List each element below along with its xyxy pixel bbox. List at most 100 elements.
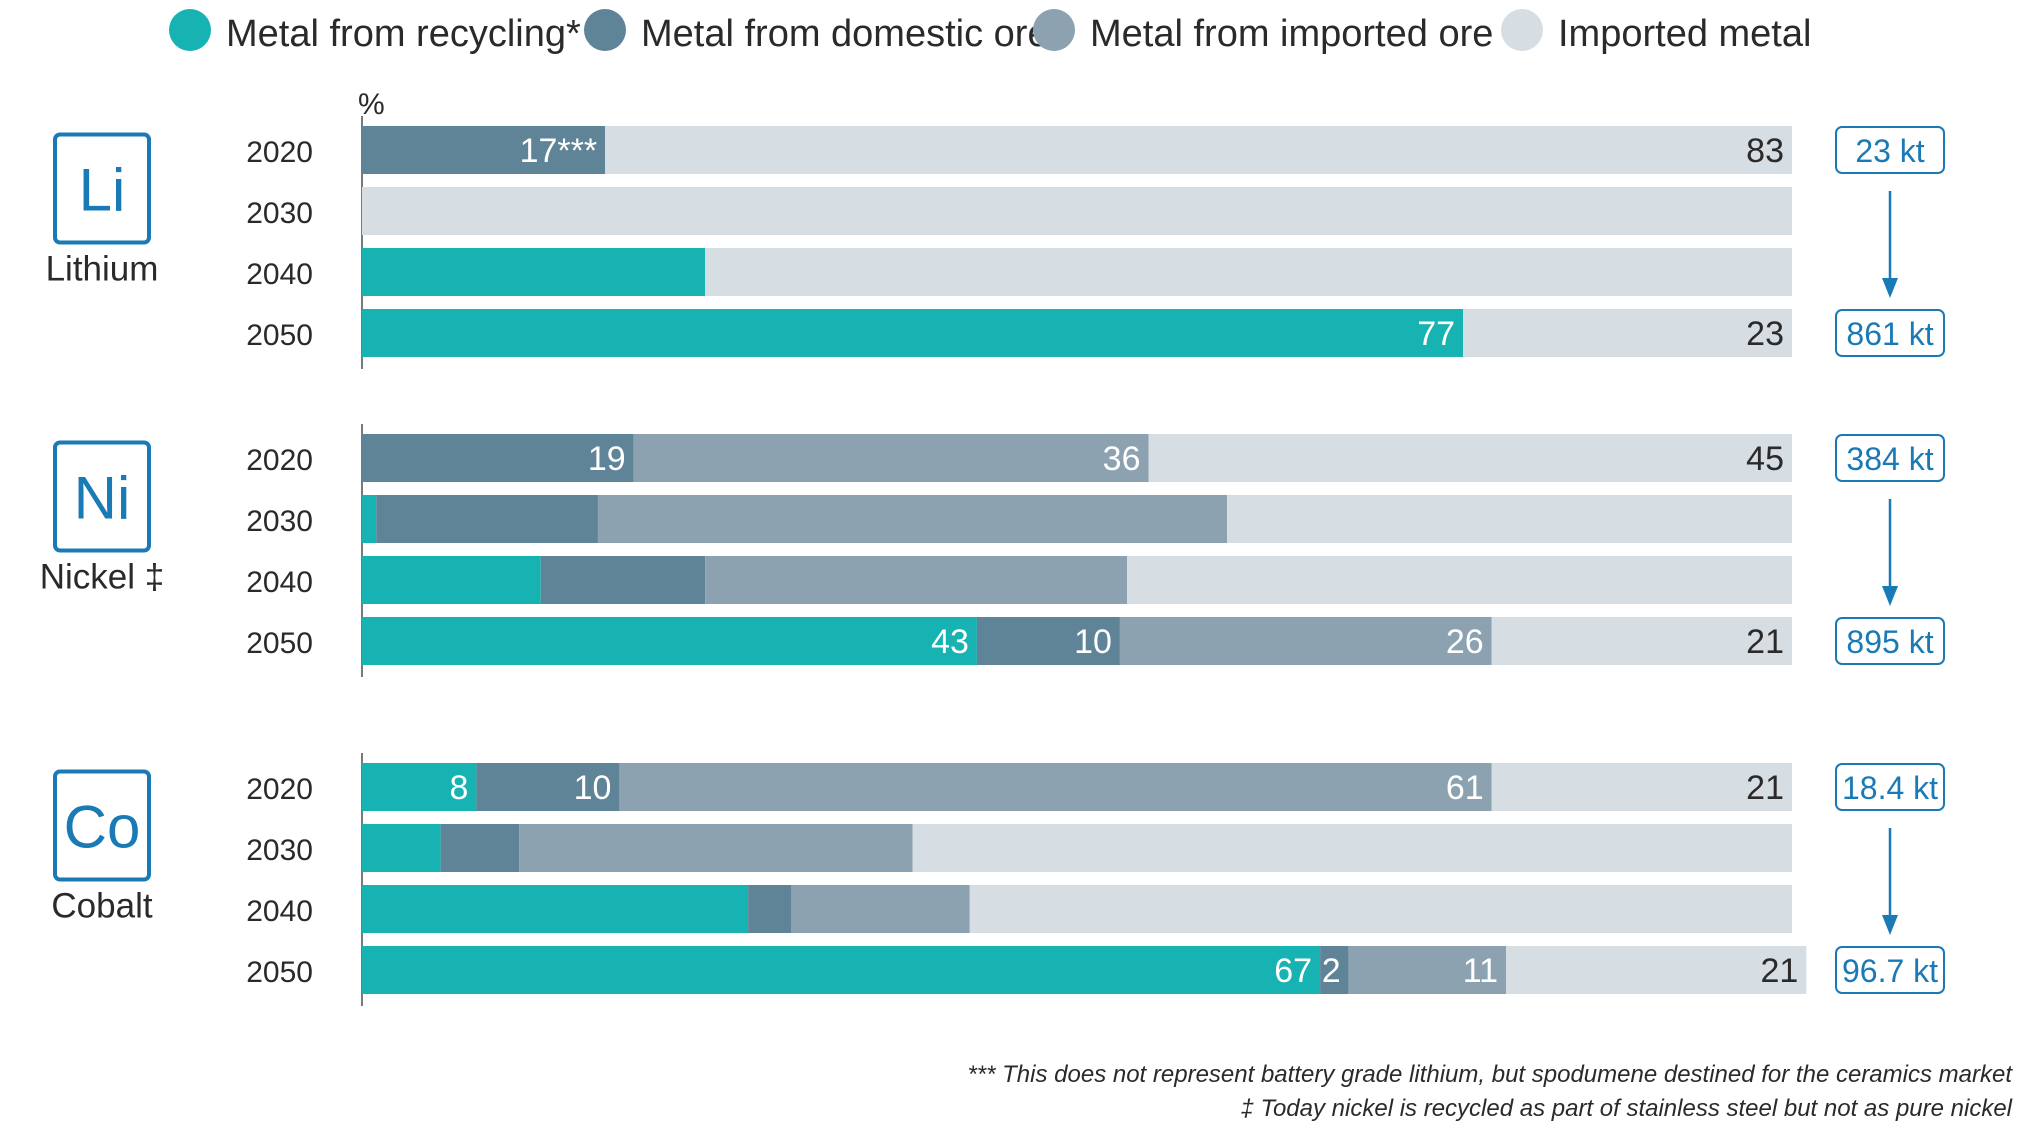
- bar-segment-nickel-2050-imported-metal: [1491, 617, 1792, 665]
- demand-box-start-cobalt: [1835, 763, 1945, 811]
- bar-segment-nickel-2040-recycling: [362, 556, 541, 604]
- year-label-lithium-2040: 2040: [246, 258, 313, 291]
- legend-swatch-imported-ore: [1033, 9, 1075, 51]
- demand-end-nickel: 895 kt: [1846, 624, 1933, 660]
- bar-segment-cobalt-2020-domestic-ore: [476, 763, 620, 811]
- year-label-nickel-2050: 2050: [246, 627, 313, 660]
- element-name-lithium: Lithium: [46, 250, 159, 289]
- element-symbol-lithium: Li: [79, 157, 126, 224]
- bar-segment-nickel-2030-domestic-ore: [376, 495, 598, 543]
- demand-end-lithium: 861 kt: [1846, 316, 1933, 352]
- element-name-nickel: Nickel ‡: [40, 558, 164, 597]
- footnote-1: *** This does not represent battery grad…: [967, 1061, 2013, 1088]
- bar-segment-cobalt-2040-recycling: [362, 885, 749, 933]
- demand-box-start-nickel: [1835, 434, 1945, 482]
- bar-segment-cobalt-2030-recycling: [362, 824, 441, 872]
- bar-segment-nickel-2040-imported-metal: [1127, 556, 1792, 604]
- year-label-cobalt-2040: 2040: [246, 895, 313, 928]
- demand-box-start-lithium: [1835, 126, 1945, 174]
- legend-label-imported-metal: Imported metal: [1558, 13, 1811, 55]
- data-label-nickel-2050-recycling: 43: [931, 623, 969, 661]
- data-label-nickel-2050-imported-ore: 26: [1446, 623, 1484, 661]
- data-label-nickel-2020-imported-ore: 36: [1103, 440, 1141, 478]
- bar-segment-cobalt-2030-domestic-ore: [440, 824, 520, 872]
- data-label-cobalt-2020-imported-ore: 61: [1446, 769, 1484, 807]
- demand-end-cobalt: 96.7 kt: [1842, 953, 1938, 989]
- data-label-lithium-2020-imported-metal: 83: [1746, 132, 1784, 170]
- element-symbol-nickel: Ni: [74, 465, 131, 532]
- bar-segment-cobalt-2050-imported-ore: [1348, 946, 1506, 994]
- year-label-cobalt-2020: 2020: [246, 773, 313, 806]
- bar-segment-nickel-2020-domestic-ore: [362, 434, 634, 482]
- bar-segment-cobalt-2040-domestic-ore: [748, 885, 791, 933]
- data-label-nickel-2020-domestic-ore: 19: [588, 440, 626, 478]
- year-label-cobalt-2050: 2050: [246, 956, 313, 989]
- bar-segment-lithium-2050-recycling: [362, 309, 1464, 357]
- year-label-lithium-2030: 2030: [246, 197, 313, 230]
- bar-segment-cobalt-2050-recycling: [362, 946, 1321, 994]
- bar-segment-lithium-2040-recycling: [362, 248, 706, 296]
- data-label-cobalt-2050-recycling: 67: [1274, 952, 1312, 990]
- data-label-cobalt-2050-imported-metal: 21: [1760, 952, 1798, 990]
- legend-swatch-imported-metal: [1501, 9, 1543, 51]
- demand-arrowhead-cobalt: [1882, 915, 1898, 935]
- year-label-nickel-2040: 2040: [246, 566, 313, 599]
- bar-segment-nickel-2050-imported-ore: [1119, 617, 1492, 665]
- demand-start-nickel: 384 kt: [1846, 441, 1933, 477]
- data-label-cobalt-2020-recycling: 8: [449, 769, 468, 807]
- bar-segment-lithium-2040-imported-metal: [705, 248, 1793, 296]
- bar-segment-cobalt-2040-imported-metal: [969, 885, 1792, 933]
- bar-segment-lithium-2030-imported-metal: [362, 187, 1792, 235]
- data-label-nickel-2020-imported-metal: 45: [1746, 440, 1784, 478]
- year-label-nickel-2030: 2030: [246, 505, 313, 538]
- element-symbol-box-lithium: [53, 132, 151, 245]
- bar-segment-nickel-2030-imported-ore: [597, 495, 1228, 543]
- bar-segment-nickel-2040-imported-ore: [705, 556, 1128, 604]
- demand-arrowhead-nickel: [1882, 586, 1898, 606]
- bar-segment-nickel-2030-recycling: [362, 495, 377, 543]
- footnote-2: ‡ Today nickel is recycled as part of st…: [1240, 1095, 2012, 1122]
- data-label-lithium-2050-imported-metal: 23: [1746, 315, 1784, 353]
- bar-segment-cobalt-2030-imported-ore: [519, 824, 913, 872]
- demand-box-end-lithium: [1835, 309, 1945, 357]
- bar-segment-lithium-2050-imported-metal: [1463, 309, 1792, 357]
- legend-label-recycling: Metal from recycling*: [226, 13, 581, 55]
- bar-segment-cobalt-2050-imported-metal: [1506, 946, 1807, 994]
- data-label-nickel-2050-imported-metal: 21: [1746, 623, 1784, 661]
- bar-segment-cobalt-2020-imported-ore: [619, 763, 1492, 811]
- data-label-cobalt-2050-domestic-ore: 2: [1322, 952, 1341, 990]
- element-symbol-cobalt: Co: [64, 794, 141, 861]
- data-label-nickel-2050-domestic-ore: 10: [1074, 623, 1112, 661]
- year-label-nickel-2020: 2020: [246, 444, 313, 477]
- bar-segment-nickel-2040-domestic-ore: [540, 556, 706, 604]
- bar-segment-nickel-2050-domestic-ore: [976, 617, 1120, 665]
- bar-segment-cobalt-2020-imported-metal: [1491, 763, 1792, 811]
- bar-segment-lithium-2020-imported-metal: [605, 126, 1792, 174]
- year-label-lithium-2020: 2020: [246, 136, 313, 169]
- data-label-cobalt-2020-imported-metal: 21: [1746, 769, 1784, 807]
- demand-start-cobalt: 18.4 kt: [1842, 770, 1938, 806]
- legend-label-domestic-ore: Metal from domestic ore: [641, 13, 1049, 55]
- year-label-lithium-2050: 2050: [246, 319, 313, 352]
- bar-segment-cobalt-2030-imported-metal: [912, 824, 1792, 872]
- demand-box-end-nickel: [1835, 617, 1945, 665]
- data-label-cobalt-2020-domestic-ore: 10: [574, 769, 612, 807]
- demand-start-lithium: 23 kt: [1855, 133, 1924, 169]
- data-label-cobalt-2050-imported-ore: 11: [1463, 952, 1498, 990]
- element-name-cobalt: Cobalt: [51, 887, 152, 926]
- bar-segment-cobalt-2050-domestic-ore: [1320, 946, 1349, 994]
- element-symbol-box-cobalt: [53, 769, 151, 882]
- year-label-cobalt-2030: 2030: [246, 834, 313, 867]
- bar-segment-nickel-2020-imported-metal: [1148, 434, 1792, 482]
- bar-segment-nickel-2020-imported-ore: [633, 434, 1149, 482]
- legend-swatch-recycling: [169, 9, 211, 51]
- legend-label-imported-ore: Metal from imported ore: [1090, 13, 1493, 55]
- data-label-lithium-2020-domestic-ore: 17***: [520, 132, 598, 170]
- bar-segment-nickel-2050-recycling: [362, 617, 977, 665]
- bar-segment-cobalt-2020-recycling: [362, 763, 477, 811]
- bar-segment-lithium-2020-domestic-ore: [362, 126, 606, 174]
- legend-swatch-domestic-ore: [584, 9, 626, 51]
- element-symbol-box-nickel: [53, 440, 151, 553]
- bar-segment-cobalt-2040-imported-ore: [791, 885, 970, 933]
